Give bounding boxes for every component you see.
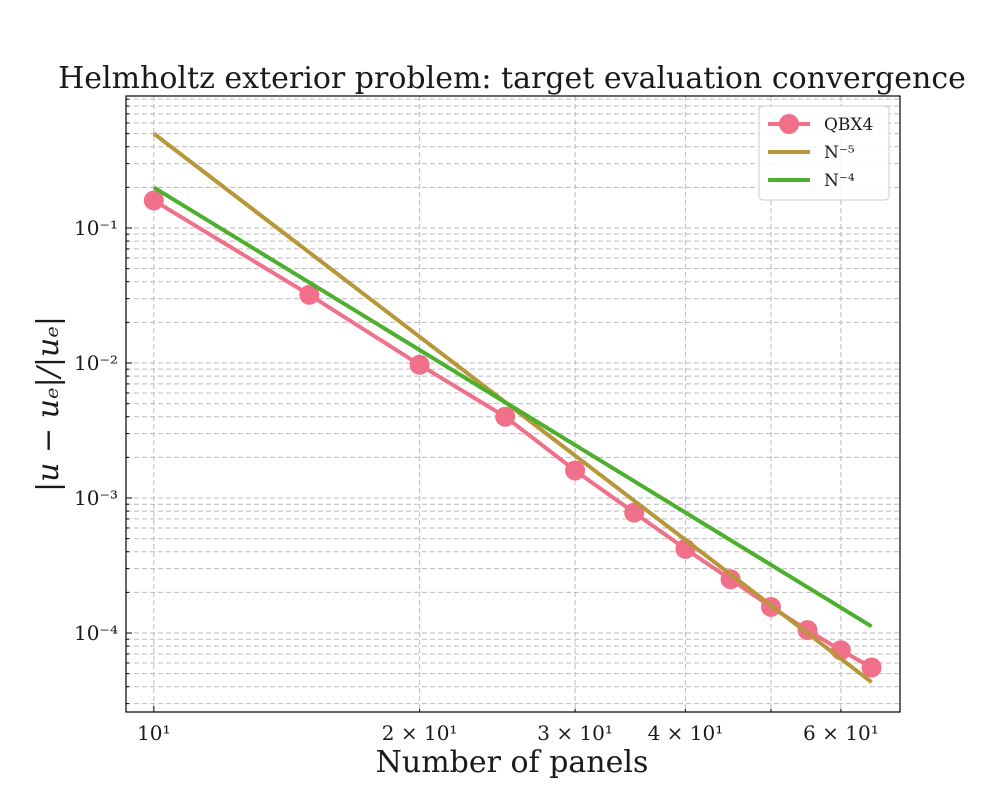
- chart-title: Helmholtz exterior problem: target evalu…: [58, 61, 966, 96]
- y-tick-label: 10⁻¹: [74, 216, 118, 240]
- data-point: [565, 460, 586, 481]
- legend-label: QBX4: [824, 115, 873, 135]
- x-tick-label: 6 × 10¹: [803, 721, 879, 745]
- data-point: [720, 569, 741, 590]
- legend-marker: [779, 114, 799, 134]
- legend-label: N⁻⁴: [824, 171, 855, 191]
- series-line: [152, 185, 873, 629]
- x-axis-label: Number of panels: [376, 745, 649, 780]
- data-point: [299, 284, 320, 305]
- x-tick-label: 10¹: [137, 721, 170, 745]
- legend: QBX4 N⁻⁵ N⁻⁴: [758, 105, 890, 201]
- series-QBX4: [143, 190, 882, 678]
- x-tick-label: 2 × 10¹: [382, 721, 458, 745]
- y-axis-label: |u − uₑ|/|uₑ|: [31, 316, 66, 492]
- data-point: [624, 502, 645, 523]
- data-point: [409, 354, 430, 375]
- series-N⁻⁴: [152, 185, 873, 629]
- y-tick-label: 10⁻⁴: [74, 621, 118, 645]
- data-point: [143, 190, 164, 211]
- data-point: [861, 657, 882, 678]
- x-tick-label: 4 × 10¹: [648, 721, 724, 745]
- ticks: 10¹ 2 × 10¹ 3 × 10¹ 4 × 10¹ 6 × 10¹ 10⁻¹ 10⁻² 1…: [74, 98, 901, 745]
- y-tick-label: 10⁻³: [74, 486, 118, 510]
- series-layer: [143, 132, 882, 684]
- legend-label: N⁻⁵: [824, 143, 855, 163]
- x-tick-label: 3 × 10¹: [537, 721, 613, 745]
- y-tick-label: 10⁻²: [74, 351, 118, 375]
- data-point: [495, 406, 516, 427]
